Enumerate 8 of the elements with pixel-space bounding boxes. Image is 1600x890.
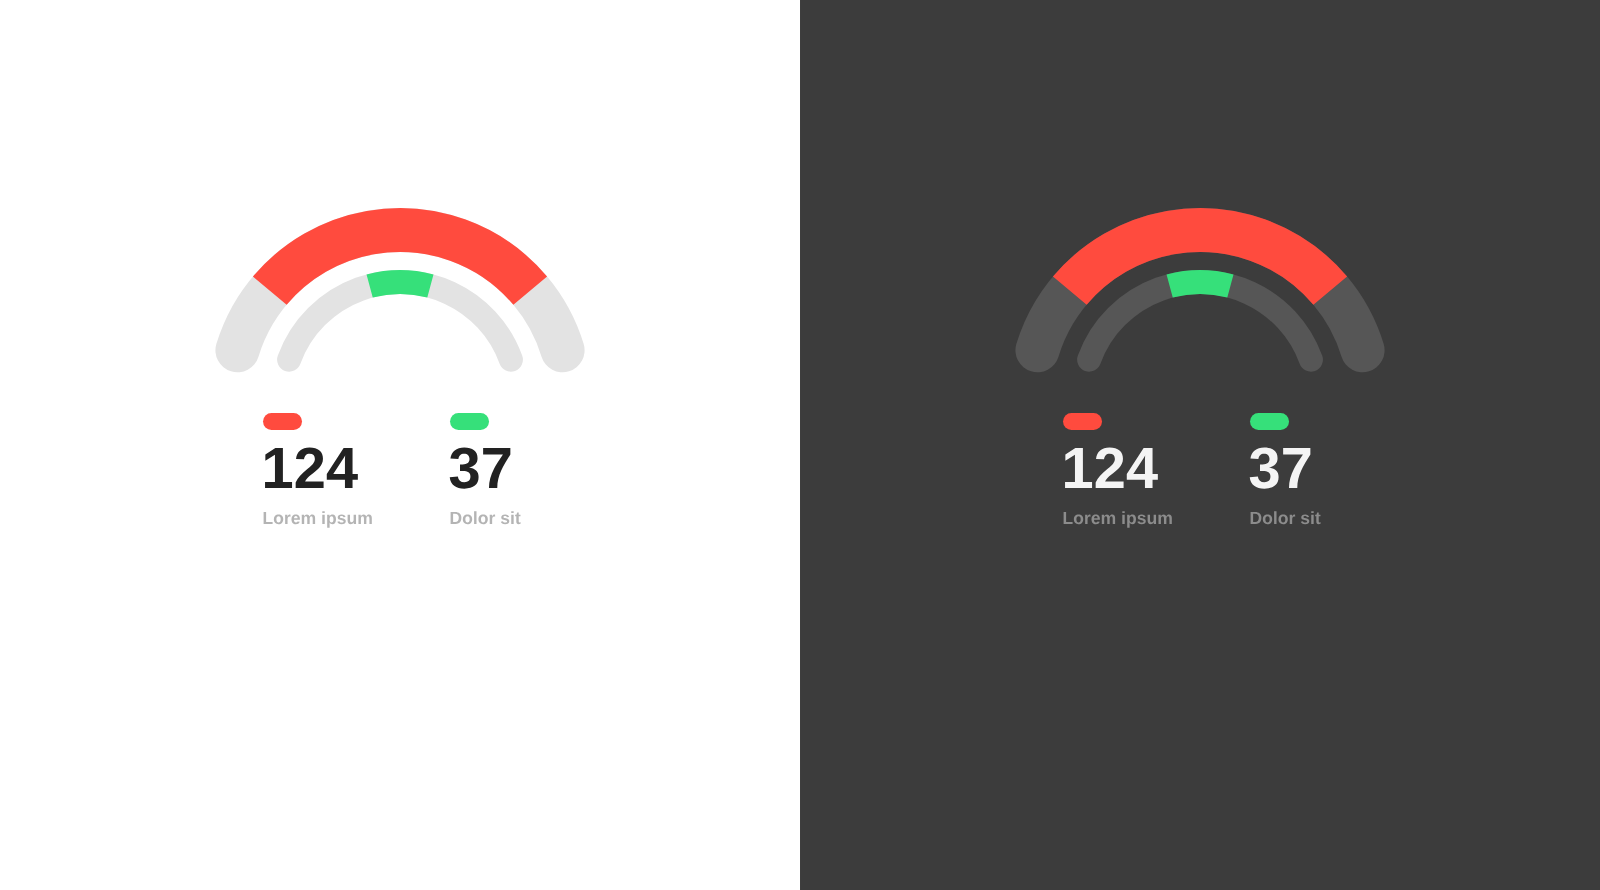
category-label: Dolor sit [1250, 511, 1321, 525]
category-label: Dolor sit [450, 511, 521, 525]
category-label: Lorem ipsum [263, 511, 372, 528]
data-label: 124 [265, 447, 358, 488]
data-label: 37 [449, 447, 511, 489]
category-label: Lorem ipsum [1063, 511, 1172, 528]
data-label: 37 [1249, 447, 1311, 489]
data-label: 124 [1065, 447, 1158, 488]
